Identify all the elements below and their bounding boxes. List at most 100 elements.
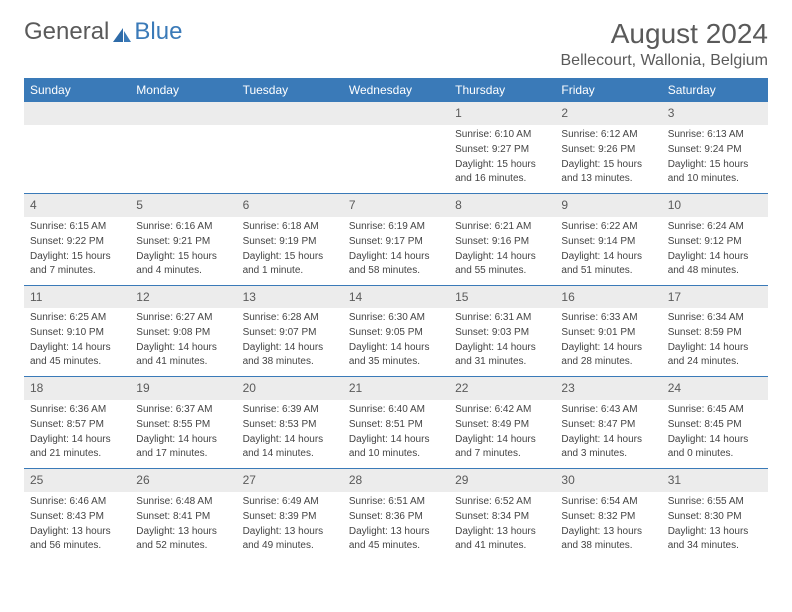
daylight-text: Daylight: 13 hours and 45 minutes. xyxy=(349,525,443,553)
sunset-text: Sunset: 9:01 PM xyxy=(561,326,655,340)
daylight-text: Daylight: 14 hours and 48 minutes. xyxy=(668,250,762,278)
day-number: 14 xyxy=(343,286,449,309)
day-body: Sunrise: 6:27 AMSunset: 9:08 PMDaylight:… xyxy=(130,308,236,376)
sunset-text: Sunset: 8:57 PM xyxy=(30,418,124,432)
day-cell: 30Sunrise: 6:54 AMSunset: 8:32 PMDayligh… xyxy=(555,469,661,560)
sunrise-text: Sunrise: 6:37 AM xyxy=(136,403,230,417)
daylight-text: Daylight: 14 hours and 38 minutes. xyxy=(243,341,337,369)
sunset-text: Sunset: 8:34 PM xyxy=(455,510,549,524)
day-number xyxy=(130,102,236,125)
sunrise-text: Sunrise: 6:24 AM xyxy=(668,220,762,234)
daylight-text: Daylight: 14 hours and 58 minutes. xyxy=(349,250,443,278)
sunset-text: Sunset: 8:43 PM xyxy=(30,510,124,524)
sunset-text: Sunset: 9:27 PM xyxy=(455,143,549,157)
day-body: Sunrise: 6:15 AMSunset: 9:22 PMDaylight:… xyxy=(24,217,130,285)
week-row: 11Sunrise: 6:25 AMSunset: 9:10 PMDayligh… xyxy=(24,285,768,377)
sunset-text: Sunset: 9:08 PM xyxy=(136,326,230,340)
sunset-text: Sunset: 8:47 PM xyxy=(561,418,655,432)
day-cell: 1Sunrise: 6:10 AMSunset: 9:27 PMDaylight… xyxy=(449,102,555,193)
sunset-text: Sunset: 8:39 PM xyxy=(243,510,337,524)
weekday-header: Monday xyxy=(130,78,236,102)
day-cell: 18Sunrise: 6:36 AMSunset: 8:57 PMDayligh… xyxy=(24,377,130,468)
sunrise-text: Sunrise: 6:30 AM xyxy=(349,311,443,325)
daylight-text: Daylight: 14 hours and 41 minutes. xyxy=(136,341,230,369)
sunset-text: Sunset: 9:22 PM xyxy=(30,235,124,249)
location-label: Bellecourt, Wallonia, Belgium xyxy=(561,52,769,70)
daylight-text: Daylight: 13 hours and 56 minutes. xyxy=(30,525,124,553)
day-number: 3 xyxy=(662,102,768,125)
day-body: Sunrise: 6:30 AMSunset: 9:05 PMDaylight:… xyxy=(343,308,449,376)
sunset-text: Sunset: 8:49 PM xyxy=(455,418,549,432)
sunrise-text: Sunrise: 6:36 AM xyxy=(30,403,124,417)
day-number: 19 xyxy=(130,377,236,400)
day-number: 29 xyxy=(449,469,555,492)
day-number: 4 xyxy=(24,194,130,217)
day-cell: 3Sunrise: 6:13 AMSunset: 9:24 PMDaylight… xyxy=(662,102,768,193)
day-number: 18 xyxy=(24,377,130,400)
week-row: 1Sunrise: 6:10 AMSunset: 9:27 PMDaylight… xyxy=(24,102,768,193)
day-cell: 6Sunrise: 6:18 AMSunset: 9:19 PMDaylight… xyxy=(237,194,343,285)
day-number: 6 xyxy=(237,194,343,217)
sunrise-text: Sunrise: 6:31 AM xyxy=(455,311,549,325)
daylight-text: Daylight: 14 hours and 55 minutes. xyxy=(455,250,549,278)
day-body: Sunrise: 6:52 AMSunset: 8:34 PMDaylight:… xyxy=(449,492,555,560)
sunrise-text: Sunrise: 6:52 AM xyxy=(455,495,549,509)
sunrise-text: Sunrise: 6:19 AM xyxy=(349,220,443,234)
day-body: Sunrise: 6:28 AMSunset: 9:07 PMDaylight:… xyxy=(237,308,343,376)
day-cell: 4Sunrise: 6:15 AMSunset: 9:22 PMDaylight… xyxy=(24,194,130,285)
sunset-text: Sunset: 9:07 PM xyxy=(243,326,337,340)
day-cell xyxy=(130,102,236,193)
sunrise-text: Sunrise: 6:39 AM xyxy=(243,403,337,417)
day-body: Sunrise: 6:37 AMSunset: 8:55 PMDaylight:… xyxy=(130,400,236,468)
daylight-text: Daylight: 13 hours and 49 minutes. xyxy=(243,525,337,553)
daylight-text: Daylight: 14 hours and 45 minutes. xyxy=(30,341,124,369)
day-cell: 8Sunrise: 6:21 AMSunset: 9:16 PMDaylight… xyxy=(449,194,555,285)
weekday-header: Thursday xyxy=(449,78,555,102)
sunrise-text: Sunrise: 6:28 AM xyxy=(243,311,337,325)
day-number: 23 xyxy=(555,377,661,400)
sunset-text: Sunset: 9:12 PM xyxy=(668,235,762,249)
day-body: Sunrise: 6:16 AMSunset: 9:21 PMDaylight:… xyxy=(130,217,236,285)
day-body: Sunrise: 6:39 AMSunset: 8:53 PMDaylight:… xyxy=(237,400,343,468)
day-body: Sunrise: 6:34 AMSunset: 8:59 PMDaylight:… xyxy=(662,308,768,376)
daylight-text: Daylight: 13 hours and 52 minutes. xyxy=(136,525,230,553)
weekday-header: Friday xyxy=(555,78,661,102)
day-cell xyxy=(343,102,449,193)
day-cell: 26Sunrise: 6:48 AMSunset: 8:41 PMDayligh… xyxy=(130,469,236,560)
day-number: 8 xyxy=(449,194,555,217)
sunset-text: Sunset: 8:30 PM xyxy=(668,510,762,524)
day-body: Sunrise: 6:10 AMSunset: 9:27 PMDaylight:… xyxy=(449,125,555,193)
week-row: 4Sunrise: 6:15 AMSunset: 9:22 PMDaylight… xyxy=(24,193,768,285)
day-number: 30 xyxy=(555,469,661,492)
day-number: 11 xyxy=(24,286,130,309)
sunrise-text: Sunrise: 6:25 AM xyxy=(30,311,124,325)
day-cell: 15Sunrise: 6:31 AMSunset: 9:03 PMDayligh… xyxy=(449,286,555,377)
daylight-text: Daylight: 15 hours and 10 minutes. xyxy=(668,158,762,186)
weekday-header: Sunday xyxy=(24,78,130,102)
daylight-text: Daylight: 14 hours and 3 minutes. xyxy=(561,433,655,461)
day-number xyxy=(237,102,343,125)
calendar: SundayMondayTuesdayWednesdayThursdayFrid… xyxy=(24,78,768,560)
sunset-text: Sunset: 8:51 PM xyxy=(349,418,443,432)
day-cell: 31Sunrise: 6:55 AMSunset: 8:30 PMDayligh… xyxy=(662,469,768,560)
sunrise-text: Sunrise: 6:22 AM xyxy=(561,220,655,234)
logo-text-1: General xyxy=(24,18,109,46)
day-cell: 27Sunrise: 6:49 AMSunset: 8:39 PMDayligh… xyxy=(237,469,343,560)
sunrise-text: Sunrise: 6:46 AM xyxy=(30,495,124,509)
day-number: 24 xyxy=(662,377,768,400)
sunset-text: Sunset: 9:16 PM xyxy=(455,235,549,249)
weekday-header: Tuesday xyxy=(237,78,343,102)
daylight-text: Daylight: 14 hours and 24 minutes. xyxy=(668,341,762,369)
sunset-text: Sunset: 9:21 PM xyxy=(136,235,230,249)
day-cell: 9Sunrise: 6:22 AMSunset: 9:14 PMDaylight… xyxy=(555,194,661,285)
day-number xyxy=(343,102,449,125)
sunset-text: Sunset: 8:45 PM xyxy=(668,418,762,432)
sunrise-text: Sunrise: 6:34 AM xyxy=(668,311,762,325)
logo-sail-icon xyxy=(111,23,133,41)
page-title: August 2024 xyxy=(561,18,769,50)
day-body: Sunrise: 6:45 AMSunset: 8:45 PMDaylight:… xyxy=(662,400,768,468)
sunrise-text: Sunrise: 6:33 AM xyxy=(561,311,655,325)
day-cell: 19Sunrise: 6:37 AMSunset: 8:55 PMDayligh… xyxy=(130,377,236,468)
sunset-text: Sunset: 9:05 PM xyxy=(349,326,443,340)
sunset-text: Sunset: 9:24 PM xyxy=(668,143,762,157)
